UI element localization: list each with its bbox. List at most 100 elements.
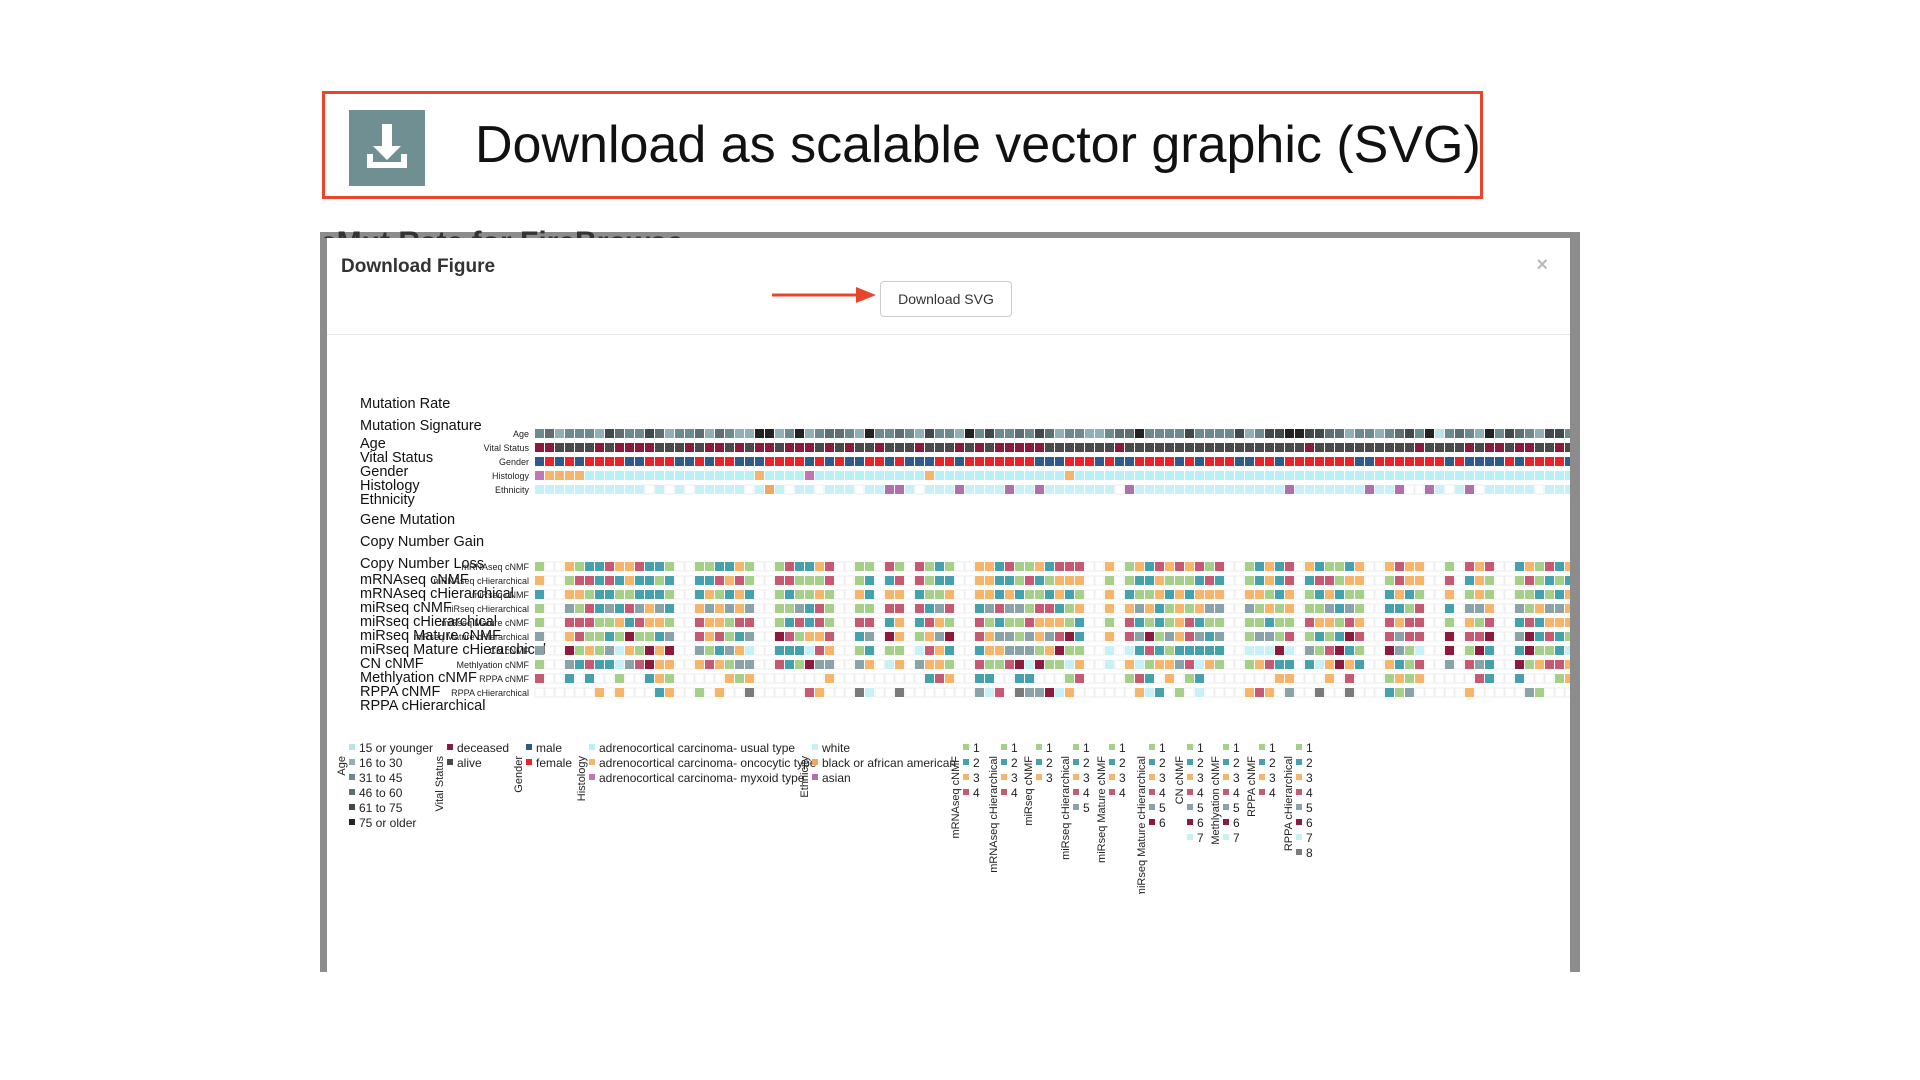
heatmap-cell-blank	[554, 561, 565, 572]
heatmap-cell	[1165, 604, 1174, 613]
heatmap-cell	[1395, 443, 1404, 452]
heatmap-cell	[1555, 471, 1564, 480]
heatmap-cell	[1145, 660, 1154, 669]
heatmap-cell	[595, 688, 604, 697]
heatmap-cell	[1195, 674, 1204, 683]
heatmap-cell	[915, 660, 924, 669]
heatmap-cell-blank	[1234, 645, 1245, 656]
heatmap-cell-blank	[1114, 645, 1125, 656]
heatmap-cell	[1485, 646, 1494, 655]
heatmap-cell	[555, 429, 564, 438]
heatmap-cell	[1105, 457, 1114, 466]
heatmap-cell	[745, 646, 754, 655]
heatmap-cell	[875, 429, 884, 438]
heatmap-cell	[1395, 576, 1404, 585]
heatmap-cell	[595, 485, 604, 494]
heatmap-cell	[935, 457, 944, 466]
heatmap-cell	[1335, 429, 1344, 438]
heatmap-cell	[1065, 660, 1074, 669]
heatmap-cell	[605, 590, 614, 599]
heatmap-cell	[1395, 590, 1404, 599]
close-icon[interactable]: ×	[1536, 254, 1548, 276]
heatmap-cell-blank	[534, 687, 545, 698]
heatmap-cell	[1005, 457, 1014, 466]
heatmap-cell-blank	[1274, 687, 1285, 698]
heatmap-cell-blank	[1554, 687, 1565, 698]
heatmap-cell-blank	[1224, 673, 1235, 684]
heatmap-cell	[735, 485, 744, 494]
heatmap-cell	[725, 562, 734, 571]
heatmap-cell	[605, 632, 614, 641]
heatmap-cell	[635, 604, 644, 613]
heatmap-cell	[1365, 429, 1374, 438]
heatmap-cell	[1255, 632, 1264, 641]
legend-swatch	[526, 744, 532, 750]
heatmap-cell	[855, 646, 864, 655]
heatmap-cell-blank	[824, 687, 835, 698]
heatmap-cell	[695, 604, 704, 613]
heatmap-cell	[565, 562, 574, 571]
heatmap-cell	[605, 457, 614, 466]
heatmap-cell	[1155, 471, 1164, 480]
heatmap-cell-blank	[1464, 673, 1475, 684]
download-icon[interactable]	[349, 110, 425, 186]
heatmap-cell	[585, 590, 594, 599]
heatmap-cell	[1285, 471, 1294, 480]
heatmap-cell	[1085, 485, 1094, 494]
legend-title-cn-cnmf: CN cNMF	[1174, 756, 1186, 805]
heatmap-cell	[1395, 604, 1404, 613]
heatmap-cell-blank	[844, 631, 855, 642]
heatmap-cell	[1045, 429, 1054, 438]
heatmap-cell	[1125, 660, 1134, 669]
heatmap-cell-blank	[744, 484, 755, 495]
heatmap-cell	[1175, 457, 1184, 466]
legend-swatch	[1296, 789, 1302, 795]
heatmap-cell	[775, 471, 784, 480]
legend-swatch	[349, 804, 355, 810]
track-label-ethnicity: Ethnicity	[495, 485, 530, 495]
heatmap-cell	[895, 429, 904, 438]
legend-swatch	[1109, 759, 1115, 765]
heatmap-cell-blank	[754, 631, 765, 642]
heatmap-cell	[845, 457, 854, 466]
legend-swatch	[349, 744, 355, 750]
heatmap-cell	[915, 618, 924, 627]
heatmap-cell	[1225, 485, 1234, 494]
heatmap-cell	[1205, 429, 1214, 438]
heatmap-cell-blank	[544, 659, 555, 670]
heatmap-cell	[1105, 443, 1114, 452]
heatmap-cell	[785, 429, 794, 438]
heatmap-cell	[1185, 674, 1194, 683]
heatmap-cell	[1325, 576, 1334, 585]
heatmap-cell-blank	[754, 645, 765, 656]
heatmap-cell	[535, 660, 544, 669]
legend-item-cluster: 5	[1159, 801, 1166, 815]
heatmap-cell-blank	[874, 659, 885, 670]
heatmap-cell	[1285, 590, 1294, 599]
heatmap-cell-blank	[1374, 603, 1385, 614]
heatmap-cell	[1375, 471, 1384, 480]
heatmap-cell	[1015, 646, 1024, 655]
heatmap-cell	[785, 604, 794, 613]
legend-item-cluster: 4	[1119, 786, 1126, 800]
heatmap-cell	[1215, 471, 1224, 480]
legend-item-cluster: 2	[1011, 756, 1018, 770]
download-svg-button[interactable]: Download SVG	[880, 281, 1012, 317]
heatmap-cell	[1035, 632, 1044, 641]
heatmap-cell-blank	[764, 617, 775, 628]
heatmap-cell-blank	[874, 603, 885, 614]
heatmap-cell	[575, 562, 584, 571]
heatmap-cell	[1195, 485, 1204, 494]
legend-title-mirseq-mature-chierarchical: miRseq Mature cHierarchical	[1136, 756, 1148, 894]
heatmap-cell-blank	[754, 575, 765, 586]
heatmap-cell	[725, 485, 734, 494]
heatmap-cell	[1285, 429, 1294, 438]
heatmap-cell-blank	[844, 659, 855, 670]
heatmap-cell-blank	[844, 645, 855, 656]
heatmap-cell	[1185, 562, 1194, 571]
heatmap-cell-blank	[674, 673, 685, 684]
heatmap-cell-blank	[954, 645, 965, 656]
heatmap-cell	[715, 471, 724, 480]
heatmap-cell	[1065, 590, 1074, 599]
heatmap-cell	[625, 646, 634, 655]
